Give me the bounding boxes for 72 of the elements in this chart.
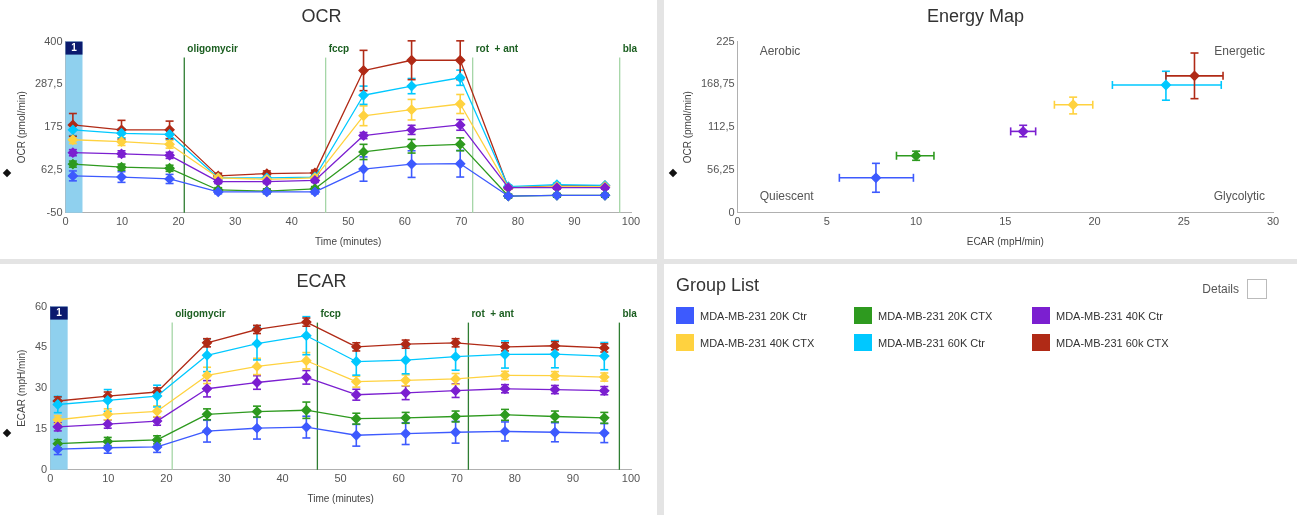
chart-title: Energy Map xyxy=(926,5,1025,26)
x-tick-label: 30 xyxy=(1266,215,1280,228)
y-tick-label: 62,5 xyxy=(41,163,63,176)
y-axis-title: OCR (pmol/min) xyxy=(681,91,693,164)
x-tick-label: 80 xyxy=(511,215,525,228)
annotation: Energetic xyxy=(1214,43,1265,58)
x-tick-label: 10 xyxy=(909,215,923,228)
y-tick-label: -50 xyxy=(46,205,63,218)
y-tick-label: 175 xyxy=(44,120,63,133)
text: Group List xyxy=(676,275,760,296)
x-tick-label: 70 xyxy=(450,472,463,485)
legend-label: MDA-MB-231 20K Ctr xyxy=(700,309,807,322)
x-tick-label: 80 xyxy=(508,472,521,485)
band-label: 1 xyxy=(71,42,78,54)
y-tick-label: 60 xyxy=(34,299,48,312)
x-tick-label: 90 xyxy=(566,472,580,485)
legend-label: MDA-MB-231 40K Ctr xyxy=(1056,309,1163,322)
y-tick-label: 168,75 xyxy=(700,77,735,90)
x-tick-label: 20 xyxy=(172,215,185,228)
y-tick-label: 225 xyxy=(716,34,735,47)
x-tick-label: 50 xyxy=(334,472,347,485)
y-tick-label: 400 xyxy=(44,34,63,47)
ref-line-label: oligomycir xyxy=(187,43,238,55)
y-tick-label: 15 xyxy=(34,422,48,435)
x-tick-label: 60 xyxy=(392,472,405,485)
x-axis-title: ECAR (mpH/min) xyxy=(966,235,1044,247)
y-axis-title: OCR (pmol/min) xyxy=(15,91,27,164)
y-tick-label: 0 xyxy=(41,462,48,475)
chart-title: OCR xyxy=(301,5,342,26)
y-tick-label: 112,5 xyxy=(707,120,735,133)
x-axis-title: Time (minutes) xyxy=(315,235,382,247)
x-tick-label: 90 xyxy=(568,215,581,228)
y-tick-label: 56,25 xyxy=(707,163,735,176)
ref-line-label: rot + ant xyxy=(471,308,515,320)
y-axis-title: ECAR (mpH/min) xyxy=(15,349,27,427)
ref-line-label: rot + ant xyxy=(475,43,519,55)
y-tick-label: 45 xyxy=(34,340,48,353)
x-tick-label: 25 xyxy=(1177,215,1190,228)
ref-line-label: fccp xyxy=(328,43,350,55)
x-tick-label: 10 xyxy=(115,215,129,228)
x-tick-label: 50 xyxy=(342,215,355,228)
x-tick-label: 100 xyxy=(621,215,641,228)
x-tick-label: 30 xyxy=(218,472,231,485)
chart-title: ECAR xyxy=(296,270,347,291)
x-tick-label: 60 xyxy=(398,215,411,228)
x-tick-label: 20 xyxy=(160,472,173,485)
x-tick-label: 5 xyxy=(823,215,830,228)
y-tick-label: 287,5 xyxy=(35,77,63,90)
x-tick-label: 100 xyxy=(621,472,641,485)
annotation: Quiescent xyxy=(759,189,815,204)
x-axis-title: Time (minutes) xyxy=(307,492,374,504)
x-tick-label: 30 xyxy=(229,215,242,228)
ref-line-label: bla xyxy=(622,308,638,320)
x-tick-label: 40 xyxy=(285,215,298,228)
x-tick-label: 70 xyxy=(455,215,468,228)
x-tick-label: 20 xyxy=(1088,215,1101,228)
x-tick-label: 10 xyxy=(102,472,115,485)
legend-label: MDA-MB-231 20K CTX xyxy=(878,309,993,322)
ref-line-label: oligomycir xyxy=(175,308,226,320)
text: Details xyxy=(1202,282,1239,296)
annotation: Aerobic xyxy=(759,43,801,58)
legend-label: MDA-MB-231 60k CTX xyxy=(1056,336,1169,349)
annotation: Glycolytic xyxy=(1213,189,1265,204)
y-tick-label: 30 xyxy=(34,381,48,394)
legend-label: MDA-MB-231 60K Ctr xyxy=(878,336,985,349)
band-label: 1 xyxy=(56,307,63,319)
x-tick-label: 15 xyxy=(999,215,1012,228)
legend-label: MDA-MB-231 40K CTX xyxy=(700,336,815,349)
ref-line-label: fccp xyxy=(320,308,341,320)
x-tick-label: 40 xyxy=(276,472,289,485)
ref-line-label: bla xyxy=(622,43,638,55)
y-tick-label: 0 xyxy=(728,205,735,218)
